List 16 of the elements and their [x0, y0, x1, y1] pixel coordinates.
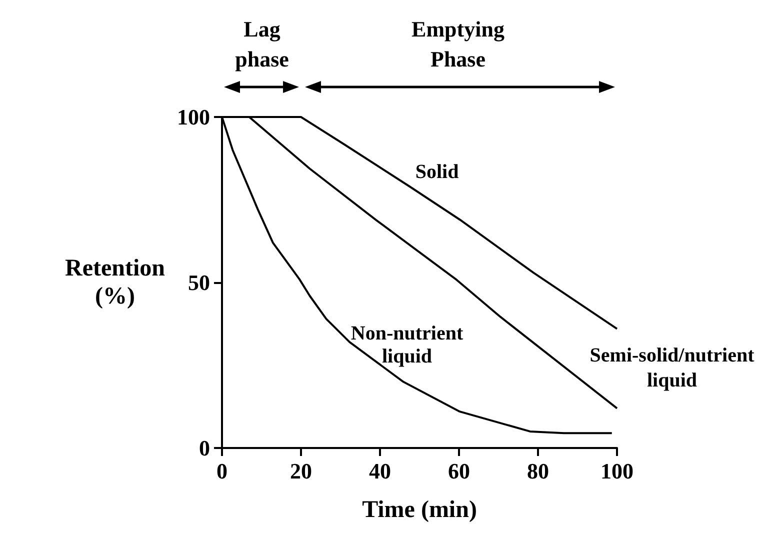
x-tick-label: 20 — [290, 458, 312, 484]
x-tick-label: 40 — [369, 458, 391, 484]
y-axis-title: Retention (%) — [65, 256, 165, 310]
x-axis-title: Time (min) — [362, 497, 477, 523]
y-tick-label: 0 — [199, 436, 210, 460]
y-tick-label: 100 — [177, 104, 210, 130]
x-tick-label: 0 — [216, 458, 228, 484]
annotation: Solid — [415, 161, 459, 183]
x-tick-label: 80 — [527, 458, 549, 484]
x-tick-label: 100 — [600, 458, 634, 484]
text: Emptying Phase — [412, 16, 504, 72]
annotation: Non-nutrient liquid — [350, 322, 464, 368]
y-tick-label: 50 — [188, 270, 210, 295]
annotation: Semi-solid/nutrient liquid — [590, 344, 755, 392]
x-tick-label: 60 — [448, 458, 470, 484]
text: Lag phase — [235, 16, 290, 72]
